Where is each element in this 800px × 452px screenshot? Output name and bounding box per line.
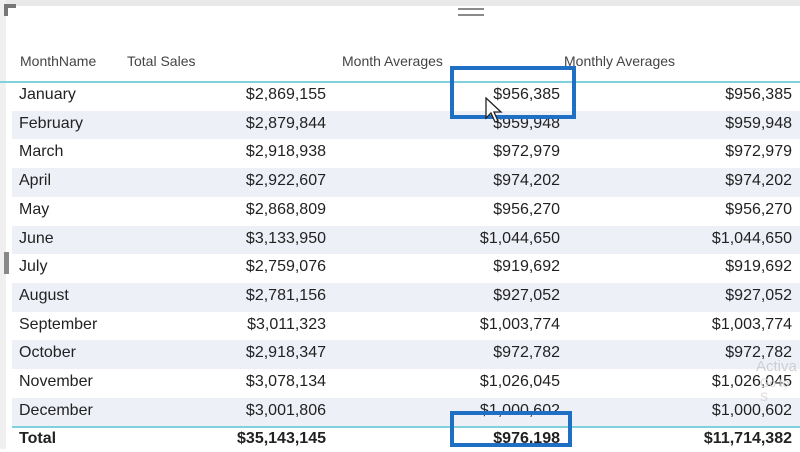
total-sales-cell: $2,781,156 bbox=[245, 286, 326, 304]
total-sales-cell: $2,879,844 bbox=[245, 114, 326, 132]
mouse-cursor-icon bbox=[485, 97, 503, 123]
month-cell: July bbox=[19, 258, 48, 276]
highlight-box-total bbox=[450, 411, 572, 447]
month-averages-cell: $1,026,045 bbox=[479, 373, 560, 390]
drag-grip-icon[interactable] bbox=[458, 8, 484, 24]
total-sales-cell: $3,011,323 bbox=[247, 315, 326, 333]
table-row[interactable]: March $2,918,938 $972,979 $972,979 bbox=[12, 139, 800, 168]
table-row[interactable]: November $3,078,134 $1,026,045 $1,026,045 bbox=[12, 369, 800, 398]
month-averages-cell: $974,202 bbox=[493, 172, 560, 190]
monthly-averages-cell: $927,052 bbox=[725, 286, 792, 304]
total-sales-cell: $3,078,134 bbox=[245, 373, 326, 390]
total-label: Total bbox=[19, 430, 57, 447]
total-sales-cell: $2,869,155 bbox=[245, 86, 326, 103]
total-sales-cell: $3,001,806 bbox=[245, 401, 326, 419]
monthly-averages-cell: $972,979 bbox=[725, 143, 792, 161]
month-cell: November bbox=[19, 373, 93, 390]
monthly-averages-cell: $1,026,045 bbox=[711, 373, 792, 390]
table-row[interactable]: January $2,869,155 $956,385 $956,385 bbox=[12, 82, 800, 111]
total-month-averages-cell: $976,198 bbox=[493, 430, 560, 447]
table-row[interactable]: July $2,759,076 $919,692 $919,692 bbox=[12, 254, 800, 283]
table-row[interactable]: April $2,922,607 $974,202 $974,202 bbox=[12, 168, 800, 197]
monthly-averages-cell: $1,003,774 bbox=[711, 315, 792, 333]
table-row[interactable]: May $2,868,809 $956,270 $956,270 bbox=[12, 197, 800, 226]
windows-activation-watermark-sub: Go to S bbox=[760, 376, 790, 404]
highlight-box-january bbox=[450, 66, 576, 119]
total-sales-cell: $2,918,938 bbox=[245, 143, 326, 161]
table-row[interactable]: August $2,781,156 $927,052 $927,052 bbox=[12, 282, 800, 312]
table-row[interactable]: December $3,001,806 $1,000,602 $1,000,602 bbox=[12, 397, 800, 427]
total-monthly-averages-cell: $11,714,382 bbox=[703, 430, 792, 447]
month-averages-cell: $956,385 bbox=[493, 86, 560, 103]
month-cell: September bbox=[19, 315, 98, 333]
column-header-month-averages[interactable]: Month Averages bbox=[342, 53, 443, 69]
monthly-averages-cell: $956,385 bbox=[725, 86, 792, 103]
column-header-total-sales[interactable]: Total Sales bbox=[127, 53, 196, 69]
monthly-averages-cell: $1,044,650 bbox=[711, 229, 792, 247]
month-averages-cell: $919,692 bbox=[493, 258, 560, 276]
column-header-monthly-averages[interactable]: Monthly Averages bbox=[564, 53, 676, 69]
monthly-averages-cell: $959,948 bbox=[725, 114, 792, 132]
month-cell: March bbox=[19, 143, 64, 161]
table-header: MonthName Total Sales Month Averages Mon… bbox=[0, 51, 800, 83]
month-cell: October bbox=[19, 344, 76, 362]
table-row[interactable]: February $2,879,844 $959,948 $959,948 bbox=[12, 110, 800, 140]
month-averages-cell: $956,270 bbox=[493, 200, 560, 218]
column-header-monthname[interactable]: MonthName bbox=[20, 53, 97, 69]
resize-left-handle[interactable] bbox=[4, 252, 9, 274]
total-sales-cell: $2,918,347 bbox=[245, 344, 326, 362]
resize-corner-handle[interactable] bbox=[4, 4, 16, 16]
month-cell: August bbox=[19, 286, 69, 304]
monthly-averages-cell: $972,782 bbox=[725, 344, 792, 362]
monthly-averages-cell: $974,202 bbox=[725, 172, 792, 190]
total-sales-cell: $2,922,607 bbox=[245, 172, 326, 190]
month-averages-cell: $972,979 bbox=[493, 143, 560, 161]
month-cell: February bbox=[19, 114, 84, 132]
month-cell: December bbox=[19, 401, 93, 419]
month-cell: April bbox=[19, 172, 52, 190]
month-cell: May bbox=[19, 200, 50, 218]
month-averages-cell: $1,003,774 bbox=[479, 315, 560, 333]
total-sales-cell: $35,143,145 bbox=[237, 430, 326, 447]
total-sales-cell: $3,133,950 bbox=[245, 229, 326, 247]
monthly-averages-cell: $956,270 bbox=[725, 200, 792, 218]
month-cell: June bbox=[19, 229, 54, 247]
windows-activation-watermark: Activa bbox=[756, 358, 797, 375]
visual-left-border bbox=[0, 0, 6, 449]
table-row[interactable]: October $2,918,347 $972,782 $972,782 bbox=[12, 340, 800, 369]
total-sales-cell: $2,868,809 bbox=[245, 200, 326, 218]
table-row[interactable]: June $3,133,950 $1,044,650 $1,044,650 bbox=[12, 225, 800, 255]
monthly-averages-cell: $919,692 bbox=[725, 258, 792, 276]
table-row[interactable]: September $3,011,323 $1,003,774 $1,003,774 bbox=[12, 312, 800, 341]
visual-top-border bbox=[0, 0, 800, 6]
month-averages-cell: $1,044,650 bbox=[479, 229, 560, 247]
month-averages-cell: $972,782 bbox=[493, 344, 560, 362]
monthly-averages-cell: $1,000,602 bbox=[711, 401, 792, 419]
table-total-row: Total $35,143,145 $976,198 $11,714,382 bbox=[12, 426, 800, 452]
month-cell: January bbox=[19, 86, 76, 103]
month-averages-cell: $927,052 bbox=[493, 286, 560, 304]
total-sales-cell: $2,759,076 bbox=[245, 258, 326, 276]
